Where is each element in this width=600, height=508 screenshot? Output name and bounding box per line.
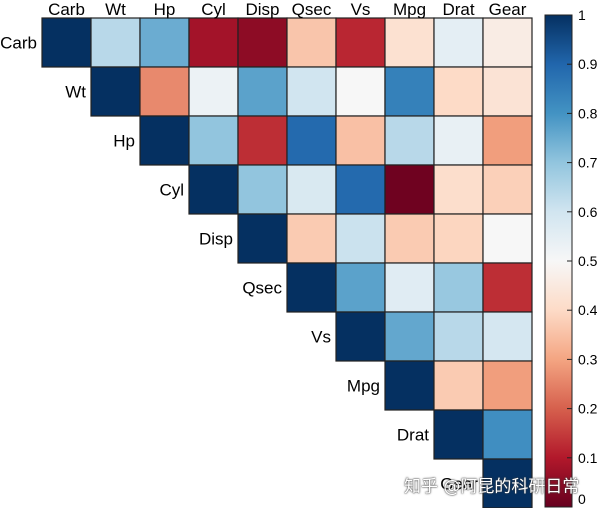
heatmap-cell-carb-qsec: [286, 17, 337, 68]
column-label-mpg: Mpg: [393, 0, 426, 19]
colorbar-tick-label: 0.2: [578, 401, 598, 417]
row-label-gear: Gear: [440, 475, 478, 494]
heatmap-cell-cyl-vs: [335, 164, 386, 215]
heatmap-cell-carb-mpg: [384, 17, 435, 68]
heatmap-cell-carb-gear: [482, 17, 533, 68]
heatmap-cell-carb-drat: [433, 17, 484, 68]
heatmap-cell-vs-vs: [335, 311, 386, 362]
row-labels: Carb Wt Hp Cyl Disp Qsec Vs Mpg Drat Gear: [0, 34, 478, 494]
heatmap-cell-carb-vs: [335, 17, 386, 68]
heatmap-cell-gear-gear: [482, 458, 533, 508]
heatmap-cell-disp-disp: [237, 213, 288, 264]
heatmap-cell-cyl-cyl: [188, 164, 239, 215]
heatmap-cells: [41, 17, 533, 508]
heatmap-cell-hp-drat: [433, 115, 484, 166]
heatmap-cell-wt-mpg: [384, 66, 435, 117]
heatmap-cell-cyl-qsec: [286, 164, 337, 215]
heatmap-cell-mpg-drat: [433, 360, 484, 411]
heatmap-cell-hp-disp: [237, 115, 288, 166]
column-label-carb: Carb: [48, 0, 85, 19]
heatmap-cell-wt-vs: [335, 66, 386, 117]
heatmap-cell-qsec-vs: [335, 262, 386, 313]
colorbar-tick-label: 1: [578, 7, 586, 23]
column-labels: Carb Wt Hp Cyl Disp Qsec Vs Mpg Drat Gear: [48, 0, 527, 19]
heatmap-cell-hp-gear: [482, 115, 533, 166]
heatmap-cell-carb-disp: [237, 17, 288, 68]
column-label-vs: Vs: [351, 0, 371, 19]
row-label-disp: Disp: [199, 230, 233, 249]
row-label-drat: Drat: [397, 426, 429, 445]
column-label-disp: Disp: [245, 0, 279, 19]
heatmap-cell-wt-hp: [139, 66, 190, 117]
heatmap-cell-carb-wt: [90, 17, 141, 68]
colorbar-tick-label: 0.6: [578, 204, 598, 220]
heatmap-cell-drat-drat: [433, 409, 484, 460]
heatmap-cell-hp-mpg: [384, 115, 435, 166]
heatmap-cell-mpg-gear: [482, 360, 533, 411]
colorbar-tick-label: 0.9: [578, 56, 598, 72]
heatmap-cell-qsec-gear: [482, 262, 533, 313]
heatmap-cell-hp-cyl: [188, 115, 239, 166]
colorbar-tick-label: 0: [578, 491, 586, 507]
watermark: 知乎 @阿昆的科研日常: [404, 477, 580, 497]
heatmap-cell-hp-vs: [335, 115, 386, 166]
row-label-cyl: Cyl: [159, 181, 184, 200]
heatmap-cell-wt-qsec: [286, 66, 337, 117]
column-label-hp: Hp: [154, 0, 176, 19]
row-label-hp: Hp: [113, 132, 135, 151]
colorbar-ticks: 0 0.1 0.2 0.3 0.4 0.5 0.6 0.7 0.8 0.9 1: [567, 7, 598, 508]
heatmap-cell-disp-mpg: [384, 213, 435, 264]
heatmap-cell-vs-drat: [433, 311, 484, 362]
colorbar-tick-label: 0.3: [578, 351, 598, 367]
column-label-wt: Wt: [105, 0, 126, 19]
heatmap-cell-disp-vs: [335, 213, 386, 264]
heatmap-cell-qsec-mpg: [384, 262, 435, 313]
heatmap-cell-carb-carb: [41, 17, 92, 68]
heatmap-cell-wt-drat: [433, 66, 484, 117]
row-label-mpg: Mpg: [347, 377, 380, 396]
heatmap-cell-drat-gear: [482, 409, 533, 460]
heatmap-cell-cyl-gear: [482, 164, 533, 215]
colorbar-tick-label: 0.4: [578, 302, 598, 318]
colorbar-tick-label: 0.5: [578, 253, 598, 269]
heatmap-cell-carb-hp: [139, 17, 190, 68]
heatmap-cell-vs-gear: [482, 311, 533, 362]
column-label-qsec: Qsec: [292, 0, 332, 19]
heatmap-cell-wt-gear: [482, 66, 533, 117]
heatmap-cell-cyl-drat: [433, 164, 484, 215]
heatmap-cell-disp-qsec: [286, 213, 337, 264]
row-label-carb: Carb: [0, 34, 37, 53]
heatmap-cell-qsec-drat: [433, 262, 484, 313]
heatmap-cell-wt-cyl: [188, 66, 239, 117]
row-label-wt: Wt: [65, 83, 86, 102]
column-label-gear: Gear: [489, 0, 527, 19]
colorbar-tick-label: 0.8: [578, 105, 598, 121]
heatmap-cell-hp-hp: [139, 115, 190, 166]
heatmap-cell-qsec-qsec: [286, 262, 337, 313]
heatmap-cell-hp-qsec: [286, 115, 337, 166]
heatmap-cell-wt-wt: [90, 66, 141, 117]
row-label-qsec: Qsec: [242, 279, 282, 298]
row-label-vs: Vs: [311, 328, 331, 347]
heatmap-cell-wt-disp: [237, 66, 288, 117]
heatmap-cell-vs-mpg: [384, 311, 435, 362]
heatmap-cell-disp-drat: [433, 213, 484, 264]
heatmap-cell-cyl-mpg: [384, 164, 435, 215]
colorbar-tick-label: 0.7: [578, 155, 598, 171]
heatmap-cell-mpg-mpg: [384, 360, 435, 411]
column-label-drat: Drat: [442, 0, 474, 19]
heatmap-cell-disp-gear: [482, 213, 533, 264]
heatmap-cell-cyl-disp: [237, 164, 288, 215]
colorbar-tick-label: 0.1: [578, 450, 598, 466]
column-label-cyl: Cyl: [201, 0, 226, 19]
heatmap-cell-carb-cyl: [188, 17, 239, 68]
